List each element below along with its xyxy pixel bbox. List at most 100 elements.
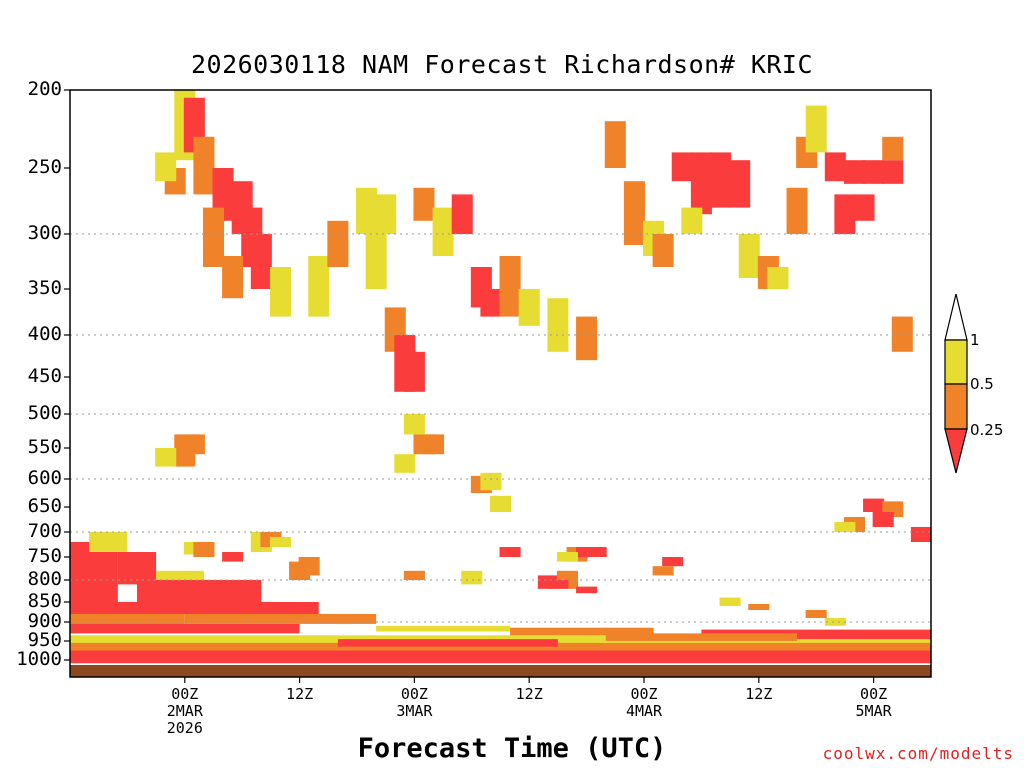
ri-cell	[499, 256, 521, 317]
ri-band	[117, 552, 157, 585]
ri-cell	[748, 604, 770, 610]
ri-cell	[576, 316, 598, 361]
y-tick-label: 400	[27, 323, 62, 345]
ri-band	[376, 625, 511, 632]
y-tick-label: 550	[27, 436, 62, 458]
ri-cell	[824, 152, 846, 182]
ri-cell	[365, 234, 387, 289]
x-tick-label: 00Z 2MAR 2026	[166, 685, 203, 737]
x-tick-label: 12Z	[515, 685, 543, 703]
y-tick-label: 500	[27, 402, 62, 424]
ri-cell	[585, 547, 607, 557]
ri-cell	[480, 289, 502, 317]
ri-cell	[451, 194, 473, 234]
ri-cell	[327, 220, 349, 267]
ri-cell	[480, 472, 502, 491]
ri-band	[605, 633, 798, 641]
y-tick-label: 600	[27, 467, 62, 489]
ri-cell	[623, 181, 645, 245]
y-tick-label: 1000	[16, 648, 62, 670]
ri-cell	[193, 542, 215, 557]
ri-cell	[671, 152, 693, 182]
y-tick-label: 900	[27, 610, 62, 632]
ri-band	[70, 542, 118, 606]
colorbar-label-1: 1	[970, 331, 980, 349]
ri-cell	[652, 234, 674, 267]
ri-cell	[690, 152, 712, 215]
ri-cell	[155, 152, 177, 182]
axis-tick-marks	[64, 89, 875, 683]
ri-cell	[403, 414, 425, 435]
ri-cell	[356, 187, 378, 234]
ri-cell	[547, 298, 569, 352]
ri-cell	[834, 522, 856, 532]
ri-cell	[202, 207, 225, 267]
ri-cell	[375, 194, 397, 234]
colorbar-bin-mid	[944, 383, 968, 430]
y-tick-label: 450	[27, 365, 62, 387]
ri-cell	[461, 570, 483, 585]
ri-cell	[183, 434, 205, 455]
ri-cell	[576, 586, 598, 594]
ri-band	[184, 614, 377, 624]
chart-title: 2026030118 NAM Forecast Richardson# KRIC	[190, 50, 814, 79]
ri-cell	[910, 527, 931, 542]
ri-band	[337, 639, 558, 647]
ri-cell	[403, 351, 425, 392]
ri-band	[701, 629, 931, 640]
ri-band	[89, 532, 128, 552]
richardson-cells	[70, 90, 931, 664]
y-tick-label: 700	[27, 520, 62, 542]
ri-cell	[891, 316, 913, 352]
ri-cell	[604, 121, 626, 168]
ri-cell	[250, 234, 272, 289]
ri-band	[510, 627, 654, 636]
colorbar-bin-high	[944, 339, 968, 385]
ri-cell	[681, 207, 703, 234]
ri-cell	[805, 105, 827, 153]
x-tick-label: 00Z 3MAR	[396, 685, 433, 720]
ri-cell	[193, 136, 215, 195]
ri-cell	[423, 434, 445, 455]
ri-cell	[308, 256, 330, 317]
colorbar-bottom-arrow	[944, 428, 968, 474]
y-tick-label: 950	[27, 629, 62, 651]
plot-frame	[69, 89, 932, 678]
y-tick-label: 750	[27, 545, 62, 567]
ri-cell	[499, 547, 521, 557]
ri-cell	[767, 267, 789, 289]
ri-cell	[155, 448, 177, 467]
ri-band	[136, 580, 262, 602]
colorbar-label-0-25: 0.25	[970, 421, 1004, 439]
ri-cell	[729, 160, 751, 208]
ri-cell	[805, 610, 827, 618]
ri-cell	[786, 187, 808, 234]
ri-band	[70, 623, 300, 634]
ri-band	[70, 602, 319, 614]
y-tick-label: 200	[27, 78, 62, 100]
source-credit: coolwx.com/modelts	[822, 744, 1014, 763]
ri-cell	[863, 160, 885, 184]
ri-cell	[222, 256, 244, 299]
x-tick-label: 00Z 5MAR	[855, 685, 892, 720]
x-tick-label: 12Z	[745, 685, 773, 703]
x-tick-label: 12Z	[286, 685, 314, 703]
colorbar-top-arrow	[944, 293, 968, 341]
x-tick-label: 00Z 4MAR	[625, 685, 663, 720]
y-tick-label: 350	[27, 277, 62, 299]
ri-cell	[489, 495, 512, 512]
ri-cell	[843, 160, 865, 184]
ri-cell	[298, 557, 320, 576]
ri-cell	[556, 552, 578, 562]
ri-cell	[872, 512, 894, 527]
y-tick-label: 850	[27, 590, 62, 612]
ri-band	[70, 650, 931, 664]
ri-cell	[413, 187, 435, 221]
ri-band	[70, 642, 931, 653]
ri-cell	[662, 557, 684, 567]
ri-cell	[403, 570, 425, 580]
colorbar	[944, 293, 968, 474]
ri-cell	[882, 136, 904, 161]
ri-band	[156, 570, 204, 580]
